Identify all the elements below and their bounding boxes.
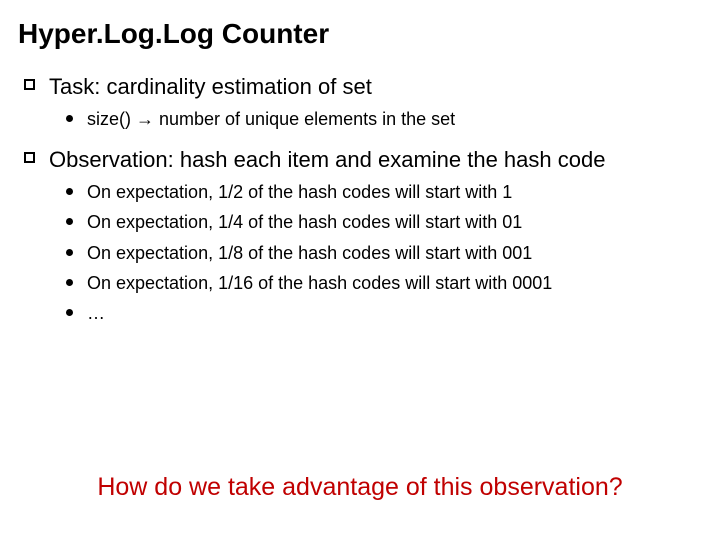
slide-title: Hyper.Log.Log Counter	[18, 18, 696, 50]
sub-bullet-text: On expectation, 1/8 of the hash codes wi…	[87, 242, 532, 265]
bullet-group-1: Task: cardinality estimation of set size…	[24, 72, 696, 131]
list-item: On expectation, 1/16 of the hash codes w…	[66, 272, 696, 295]
list-item: Observation: hash each item and examine …	[24, 145, 696, 175]
sub-bullet-text: size() → number of unique elements in th…	[87, 108, 455, 131]
bullet-text: Task: cardinality estimation of set	[49, 72, 372, 102]
dot-bullet-icon	[66, 218, 73, 225]
dot-bullet-icon	[66, 115, 73, 122]
dot-bullet-icon	[66, 249, 73, 256]
sub-list: size() → number of unique elements in th…	[66, 108, 696, 131]
sub-bullet-text: On expectation, 1/2 of the hash codes wi…	[87, 181, 512, 204]
sub-bullet-text: On expectation, 1/4 of the hash codes wi…	[87, 211, 522, 234]
dot-bullet-icon	[66, 309, 73, 316]
list-item: On expectation, 1/2 of the hash codes wi…	[66, 181, 696, 204]
sub-list: On expectation, 1/2 of the hash codes wi…	[66, 181, 696, 326]
dot-bullet-icon	[66, 188, 73, 195]
list-item: size() → number of unique elements in th…	[66, 108, 696, 131]
list-item: Task: cardinality estimation of set	[24, 72, 696, 102]
question-text: How do we take advantage of this observa…	[0, 473, 720, 502]
list-item: On expectation, 1/4 of the hash codes wi…	[66, 211, 696, 234]
square-bullet-icon	[24, 79, 35, 90]
bullet-group-2: Observation: hash each item and examine …	[24, 145, 696, 326]
list-item: …	[66, 302, 696, 325]
sub-bullet-text: On expectation, 1/16 of the hash codes w…	[87, 272, 552, 295]
bullet-text: Observation: hash each item and examine …	[49, 145, 605, 175]
sub-bullet-text: …	[87, 302, 105, 325]
dot-bullet-icon	[66, 279, 73, 286]
square-bullet-icon	[24, 152, 35, 163]
list-item: On expectation, 1/8 of the hash codes wi…	[66, 242, 696, 265]
